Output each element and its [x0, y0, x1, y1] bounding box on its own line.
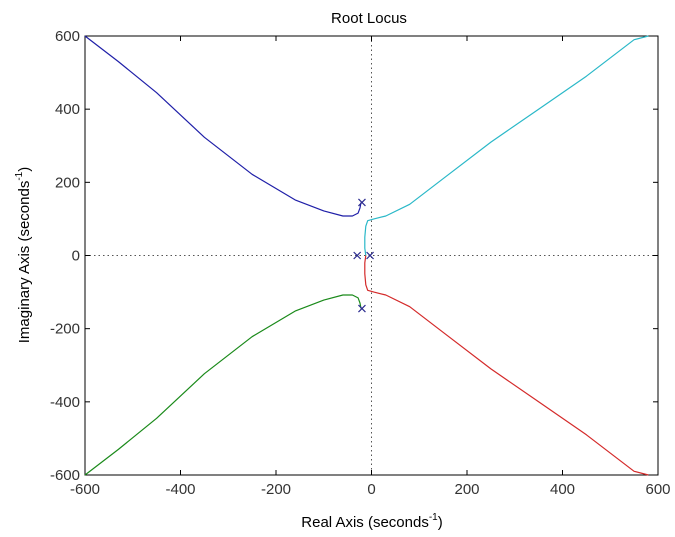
y-tick-label: 600: [55, 28, 80, 45]
y-tick-label: 400: [55, 101, 80, 118]
x-tick-label: 200: [454, 481, 479, 498]
locus-branch-1: [84, 35, 362, 217]
x-axis-label-close: ): [438, 514, 443, 531]
pole-marker: [353, 251, 362, 260]
y-axis-label-exponent: -1: [14, 171, 25, 180]
x-tick-label: -200: [261, 481, 291, 498]
y-tick-labels: -600 -400 -200 0 200 400 600: [50, 28, 80, 484]
y-axis-label-text: Imaginary Axis (seconds: [16, 181, 33, 344]
y-axis-label: Imaginary Axis (seconds-1): [14, 167, 33, 343]
pole-marker: [358, 304, 366, 313]
x-tick-label: -600: [70, 481, 100, 498]
pole-marker: [358, 198, 366, 207]
y-tick-label: 0: [72, 248, 80, 265]
y-tick-label: 200: [55, 174, 80, 191]
x-axis-label: Real Axis (seconds-1): [301, 512, 442, 531]
y-tick-label: -400: [50, 394, 80, 411]
x-tick-label: 400: [550, 481, 575, 498]
locus-branches: [84, 35, 649, 476]
chart-title: Root Locus: [331, 10, 407, 27]
axis-ticks: [84, 35, 659, 476]
plot-area: [84, 35, 659, 476]
locus-branch-2: [364, 35, 649, 256]
x-tick-label: 0: [367, 481, 375, 498]
y-axis-label-close: ): [16, 167, 33, 172]
x-tick-labels: -600 -400 -200 0 200 400 600: [70, 481, 671, 498]
pole-marker: [366, 251, 374, 260]
locus-branch-4: [364, 255, 649, 476]
y-tick-label: -200: [50, 321, 80, 338]
x-tick-label: -400: [165, 481, 195, 498]
open-loop-poles: [353, 198, 374, 313]
x-tick-label: 600: [645, 481, 670, 498]
x-axis-label-exponent: -1: [429, 512, 438, 523]
y-tick-label: -600: [50, 467, 80, 484]
locus-branch-3: [84, 294, 362, 476]
x-axis-label-text: Real Axis (seconds: [301, 514, 429, 531]
